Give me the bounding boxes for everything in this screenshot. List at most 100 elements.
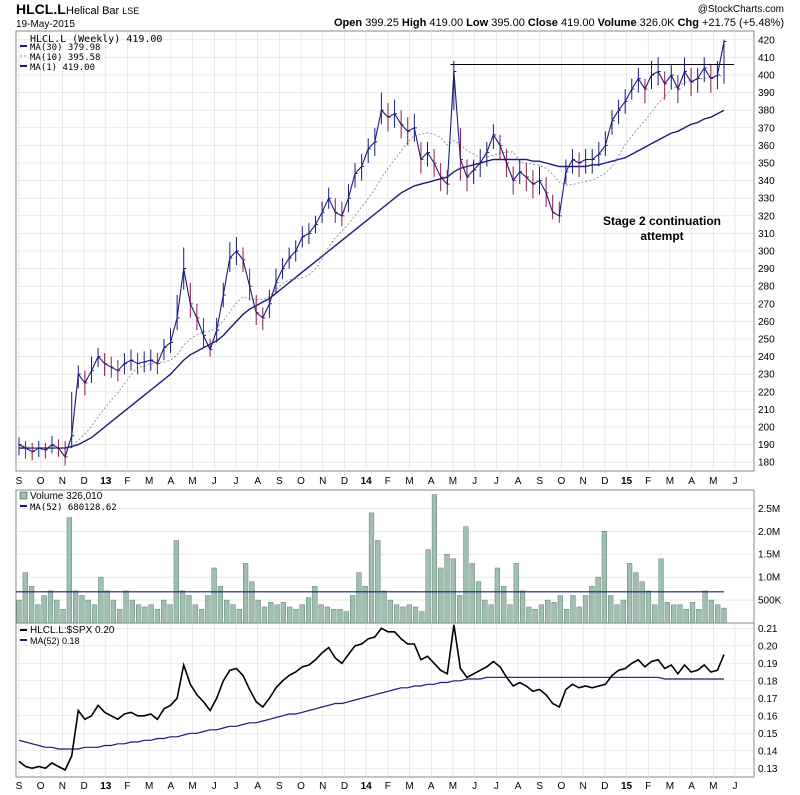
price-y-tick: 410	[758, 53, 775, 64]
volume-bar	[35, 604, 41, 624]
close-label: Close	[528, 17, 558, 29]
relative-x-label: M	[405, 781, 413, 792]
price-legend-ma30: MA(30) 379.98	[30, 43, 100, 53]
volume-y-tick: 500K	[758, 596, 782, 607]
price-x-label: A	[428, 476, 435, 487]
price-x-label: O	[37, 476, 45, 487]
price-x-label: A	[688, 476, 695, 487]
chart-date: 19-May-2015	[16, 19, 75, 30]
price-x-label: M	[709, 476, 717, 487]
volume-bar	[362, 586, 368, 624]
relative-x-label: M	[666, 781, 674, 792]
volume-bar	[28, 586, 35, 624]
volume-bar	[192, 604, 198, 624]
price-x-label: M	[666, 476, 674, 487]
low-label: Low	[466, 17, 488, 29]
price-y-tick: 330	[758, 194, 775, 205]
annotation-line2: attempt	[640, 229, 683, 243]
price-y-tick: 400	[758, 71, 775, 82]
volume-bar	[205, 595, 211, 624]
price-ma1-line	[18, 41, 725, 459]
volume-y-tick: 1.0M	[758, 573, 780, 584]
volume-bar	[173, 540, 179, 624]
volume-bar	[538, 604, 545, 624]
high-label: High	[402, 17, 427, 29]
change-value: +21.75 (+5.48%)	[702, 17, 784, 29]
volume-bar	[79, 595, 85, 624]
volume-bar	[507, 604, 513, 624]
volume-legend: Volume 326,010 MA(52) 680128.62	[19, 491, 117, 513]
price-y-tick: 300	[758, 247, 775, 258]
volume-bar	[406, 604, 412, 624]
price-x-label: A	[254, 476, 261, 487]
price-x-label: O	[297, 476, 305, 487]
volume-bar	[614, 604, 620, 624]
volume-bar	[198, 609, 205, 624]
relative-x-label: A	[515, 781, 522, 792]
relative-y-tick: 0.14	[758, 746, 778, 757]
relative-legend: HLCL.L:$SPX 0.20 MA(52) 0.18	[20, 625, 115, 646]
volume-bar	[608, 595, 614, 624]
volume-bar	[696, 609, 702, 624]
relative-y-tick: 0.20	[758, 641, 778, 652]
volume-bar	[576, 606, 582, 624]
price-x-label: D	[601, 476, 608, 487]
volume-bar	[526, 606, 532, 624]
volume-bar	[161, 599, 167, 624]
volume-bar	[211, 567, 217, 624]
relative-x-label: N	[59, 781, 66, 792]
price-x-label: M	[188, 476, 196, 487]
price-x-label: D	[80, 476, 87, 487]
relative-x-label: S	[536, 781, 543, 792]
volume-label: Volume	[598, 17, 637, 29]
volume-bar	[274, 604, 280, 624]
relative-x-label: J	[472, 781, 477, 792]
relative-x-label: N	[319, 781, 326, 792]
price-y-tick: 240	[758, 352, 775, 363]
price-legend: HLCL.L (Weekly) 419.00 MA(30) 379.98 MA(…	[20, 34, 162, 73]
volume-bar	[154, 609, 161, 624]
company-name: Helical Bar	[66, 5, 120, 17]
volume-bar	[400, 606, 406, 624]
volume-bar	[224, 599, 230, 624]
chart-company-name: Helical Bar LSE	[66, 5, 139, 17]
relative-x-label: A	[254, 781, 261, 792]
volume-bar	[519, 590, 526, 624]
volume-bar	[639, 581, 645, 624]
volume-bar	[123, 590, 129, 624]
volume-bar	[589, 586, 595, 624]
change-label: Chg	[678, 17, 699, 29]
price-y-tick: 310	[758, 229, 775, 240]
volume-legend-ma: MA(52) 680128.62	[30, 503, 117, 513]
price-x-label: J	[472, 476, 477, 487]
volume-bar	[60, 609, 66, 624]
volume-bar	[299, 604, 305, 624]
price-y-tick: 220	[758, 387, 775, 398]
annotation-line1: Stage 2 continuation	[603, 214, 721, 228]
volume-bar	[249, 581, 255, 624]
price-y-tick: 370	[758, 123, 775, 134]
relative-x-label: D	[80, 781, 87, 792]
relative-x-label: O	[558, 781, 566, 792]
volume-value: 326.0K	[640, 17, 676, 29]
volume-y-tick: 2.5M	[758, 504, 780, 515]
volume-bar	[180, 590, 186, 624]
volume-bar	[620, 599, 626, 624]
price-y-tick: 230	[758, 370, 775, 381]
price-x-label: A	[515, 476, 522, 487]
volume-bar	[268, 602, 274, 624]
price-y-tick: 340	[758, 176, 775, 187]
volume-y-tick: 1.5M	[758, 550, 780, 561]
price-y-tick: 280	[758, 282, 775, 293]
volume-bar	[570, 595, 576, 624]
volume-bar	[557, 595, 563, 624]
high-value: 419.00	[429, 17, 463, 29]
relative-y-tick: 0.18	[758, 676, 778, 687]
volume-bar	[91, 604, 98, 624]
volume-bar	[98, 576, 104, 624]
volume-bar	[683, 609, 689, 624]
volume-bar	[664, 602, 670, 624]
volume-bar	[66, 517, 72, 624]
relative-y-tick: 0.17	[758, 694, 778, 705]
